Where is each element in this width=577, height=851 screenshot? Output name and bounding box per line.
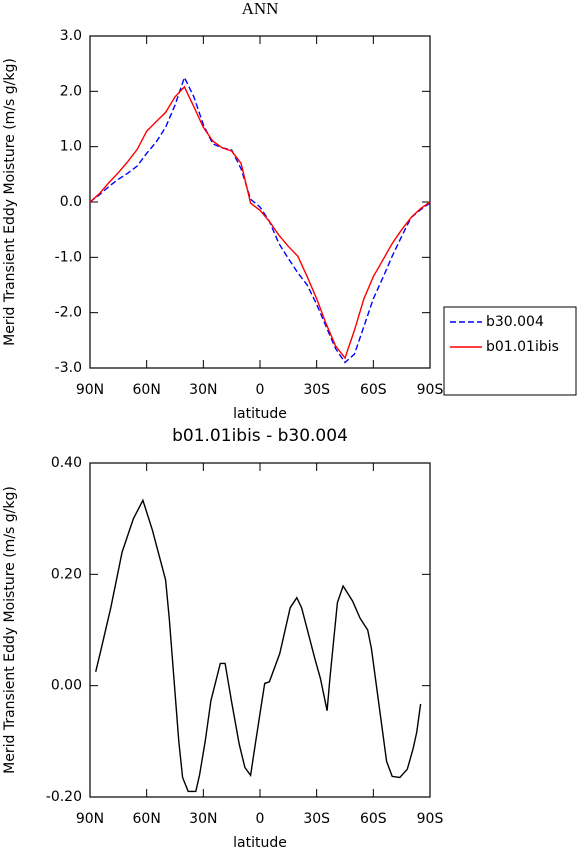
y-tick-label: 0.40 bbox=[51, 455, 82, 471]
x-tick-label: 30S bbox=[303, 811, 330, 827]
x-tick-label: 30S bbox=[303, 382, 330, 398]
x-tick-label: 0 bbox=[256, 382, 265, 398]
x-axis-label: latitude bbox=[233, 835, 287, 851]
legend-label: b30.004 bbox=[486, 314, 544, 330]
y-axis-label: Merid Transient Eddy Moisture (m/s g/kg) bbox=[2, 486, 18, 774]
y-tick-label: -3.0 bbox=[55, 360, 82, 376]
y-tick-label: -2.0 bbox=[55, 305, 82, 321]
data-line bbox=[95, 498, 422, 793]
x-tick-label: 90N bbox=[76, 811, 104, 827]
y-tick-label: 1.0 bbox=[60, 139, 82, 155]
y-tick-label: 0.00 bbox=[51, 678, 82, 694]
x-tick-label: 60N bbox=[133, 811, 161, 827]
y-tick-label: 0.0 bbox=[60, 194, 82, 210]
chart-title: ANN bbox=[242, 0, 279, 18]
data-line bbox=[89, 85, 431, 360]
x-tick-label: 90S bbox=[417, 811, 444, 827]
plot-frame bbox=[89, 35, 431, 369]
y-tick-label: 3.0 bbox=[60, 28, 82, 44]
y-tick-label: -0.20 bbox=[46, 789, 82, 805]
x-tick-label: 60S bbox=[360, 811, 387, 827]
x-tick-label: 90S bbox=[417, 382, 444, 398]
x-tick-label: 60N bbox=[133, 382, 161, 398]
y-tick-label: 0.20 bbox=[51, 566, 82, 582]
legend-label: b01.01ibis bbox=[486, 339, 559, 355]
x-tick-label: 30N bbox=[189, 382, 217, 398]
chart-title: b01.01ibis - b30.004 bbox=[172, 426, 348, 446]
data-line bbox=[89, 75, 431, 364]
x-axis-label: latitude bbox=[233, 406, 287, 422]
legend-box bbox=[443, 306, 577, 396]
y-axis-label: Merid Transient Eddy Moisture (m/s g/kg) bbox=[2, 58, 18, 346]
x-tick-label: 0 bbox=[256, 811, 265, 827]
y-tick-label: -1.0 bbox=[55, 249, 82, 265]
x-tick-label: 90N bbox=[76, 382, 104, 398]
plot-frame bbox=[89, 462, 431, 798]
y-tick-label: 2.0 bbox=[60, 83, 82, 99]
x-tick-label: 60S bbox=[360, 382, 387, 398]
x-tick-label: 30N bbox=[189, 811, 217, 827]
